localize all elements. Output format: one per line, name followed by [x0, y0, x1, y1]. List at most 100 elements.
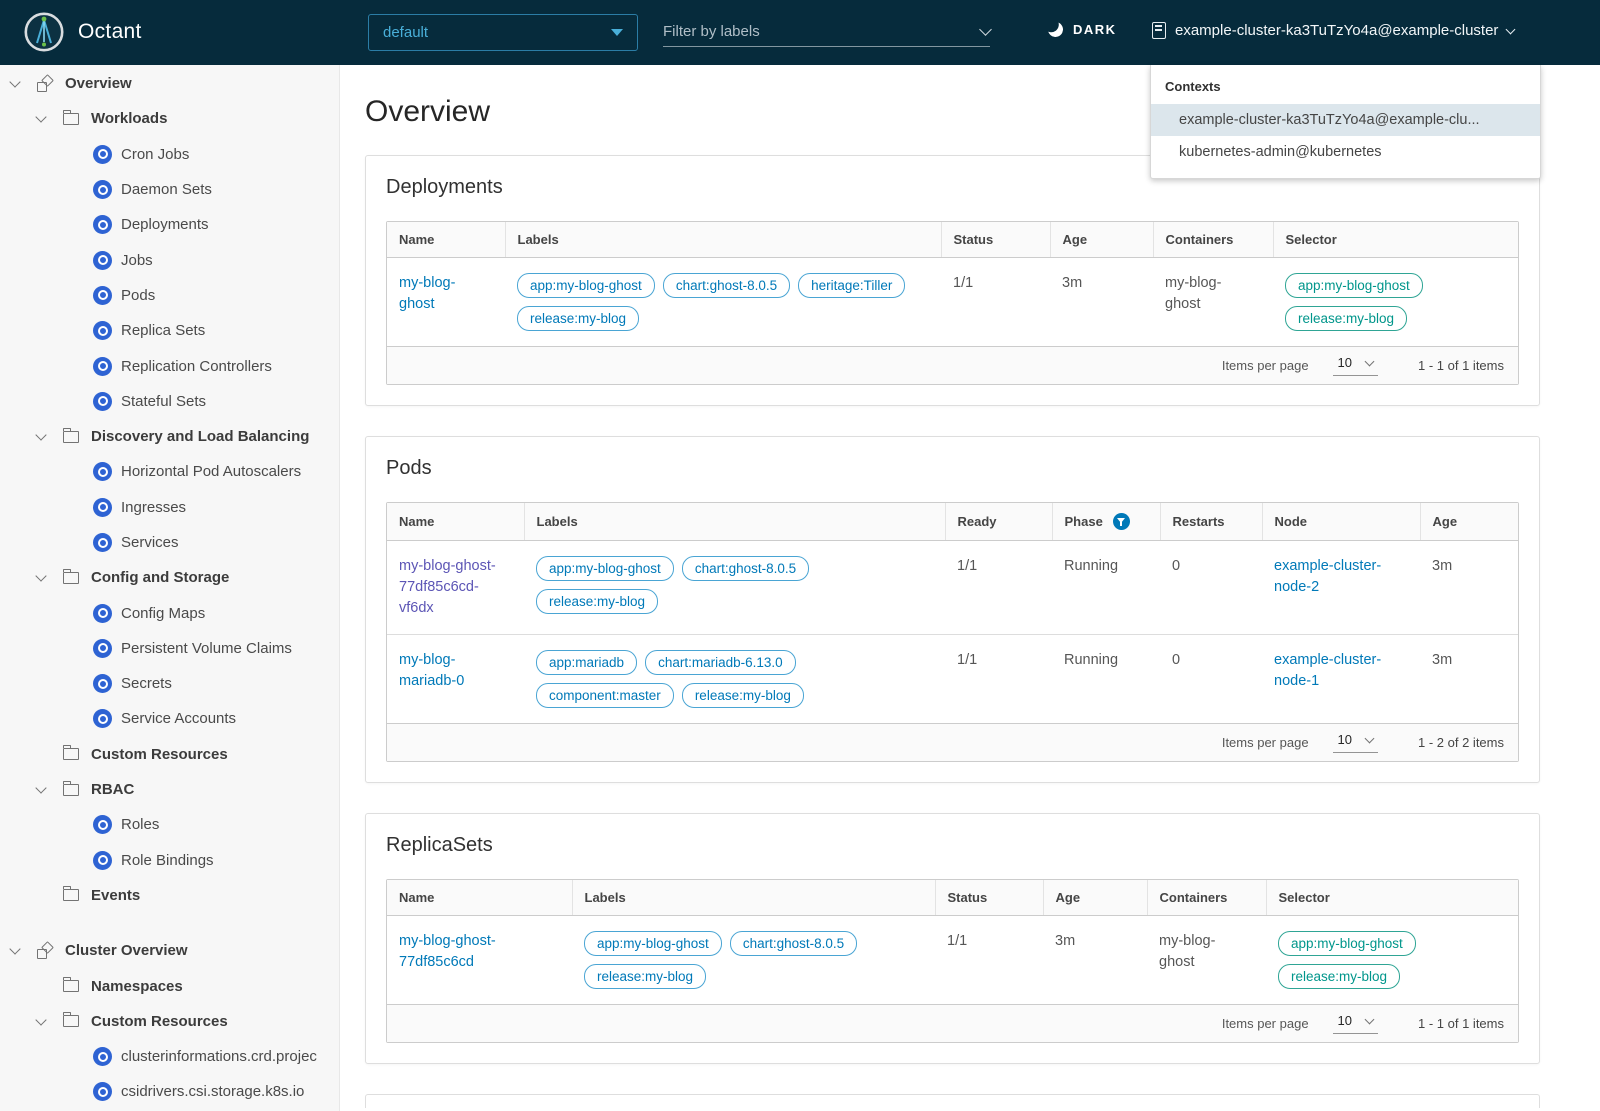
replicasets-card: ReplicaSets Name Labels Status Age Conta… [365, 813, 1540, 1065]
label-badge[interactable]: release:my-blog [536, 589, 659, 614]
label-badge[interactable]: chart:mariadb-6.13.0 [645, 650, 796, 676]
label-badge[interactable]: release:my-blog [584, 964, 707, 990]
chevron-down-icon[interactable] [35, 111, 47, 124]
table-row: my-blog-ghost app:my-blog-ghost chart:gh… [387, 258, 1518, 347]
sidebar-item-config-maps[interactable]: Config Maps [0, 595, 339, 630]
chevron-down-icon [1364, 733, 1375, 744]
label-badge[interactable]: component:master [536, 683, 674, 709]
node-link[interactable]: example-cluster-node-1 [1274, 652, 1382, 690]
cell-phase: Running [1052, 634, 1160, 724]
sidebar-item-ingresses[interactable]: Ingresses [0, 490, 339, 525]
label-badge[interactable]: heritage:Tiller [798, 273, 906, 298]
sidebar-item-events[interactable]: Events [0, 878, 339, 913]
sidebar-item-jobs[interactable]: Jobs [0, 242, 339, 277]
deployment-link[interactable]: my-blog-ghost [399, 275, 456, 313]
sidebar-item-roles[interactable]: Roles [0, 807, 339, 842]
pods-icon [93, 285, 112, 305]
pagination-footer: Items per page 10 1 - 1 of 1 items [387, 346, 1518, 384]
pagination-footer: Items per page 10 1 - 1 of 1 items [387, 1004, 1518, 1043]
context-menu-item-label: example-cluster-ka3TuTzYo4a@example-clu.… [1179, 112, 1480, 128]
sidebar-item-service-accounts[interactable]: Service Accounts [0, 701, 339, 736]
table-header-row: Name Labels Status Age Containers Select… [387, 880, 1518, 917]
label-filter-input[interactable] [663, 22, 943, 40]
cell-containers: my-blog-ghost [1165, 275, 1222, 313]
cell-phase: Running [1064, 558, 1119, 574]
cluster-context-icon [1152, 22, 1166, 39]
sidebar-item-cron-jobs[interactable]: Cron Jobs [0, 137, 339, 172]
sidebar-item-cluster-custom-resources[interactable]: Custom Resources [0, 1004, 339, 1039]
theme-toggle[interactable]: DARK [1048, 22, 1117, 37]
replica-sets-icon [93, 321, 112, 341]
deployments-card-title: Deployments [386, 176, 503, 198]
sidebar-item-clusterinformations[interactable]: clusterinformations.crd.projec [0, 1039, 339, 1074]
label-badge[interactable]: chart:ghost-8.0.5 [729, 931, 858, 957]
sidebar-item-overview[interactable]: Overview [0, 66, 339, 101]
table-row: my-blog-mariadb-0 app:mariadb chart:mari… [387, 634, 1518, 724]
cell-labels: app:mariadb chart:mariadb-6.13.0 compone… [524, 634, 945, 724]
sidebar-item-namespaces[interactable]: Namespaces [0, 968, 339, 1003]
label-badge[interactable]: app:my-blog-ghost [517, 273, 655, 298]
selector-badge[interactable]: release:my-blog [1285, 306, 1408, 331]
cell-labels: app:my-blog-ghost chart:ghost-8.0.5 rele… [572, 916, 935, 1005]
sidebar-item-cluster-overview[interactable]: Cluster Overview [0, 933, 339, 968]
pod-link[interactable]: my-blog-mariadb-0 [399, 652, 465, 690]
sidebar-item-custom-resources[interactable]: Custom Resources [0, 737, 339, 772]
sidebar-item-replication-controllers[interactable]: Replication Controllers [0, 348, 339, 383]
sidebar-item-secrets[interactable]: Secrets [0, 666, 339, 701]
cron-jobs-icon [93, 144, 112, 164]
label-badge[interactable]: release:my-blog [681, 683, 804, 709]
config-maps-icon [93, 603, 112, 623]
selector-badge[interactable]: app:my-blog-ghost [1285, 273, 1423, 298]
label-badge[interactable]: app:mariadb [536, 650, 638, 676]
context-switcher[interactable]: example-cluster-ka3TuTzYo4a@example-clus… [1152, 22, 1516, 39]
context-menu-item-label: kubernetes-admin@kubernetes [1179, 144, 1382, 160]
label-badge[interactable]: chart:ghost-8.0.5 [681, 556, 810, 581]
chevron-down-icon[interactable] [9, 76, 21, 88]
selector-badge[interactable]: release:my-blog [1278, 964, 1401, 990]
label-badge[interactable]: app:my-blog-ghost [536, 556, 674, 581]
selector-badge[interactable]: app:my-blog-ghost [1278, 931, 1416, 957]
namespace-select[interactable]: default [368, 14, 638, 51]
sidebar-item-config-and-storage[interactable]: Config and Storage [0, 560, 339, 595]
context-menu-item[interactable]: example-cluster-ka3TuTzYo4a@example-clu.… [1151, 104, 1540, 136]
chevron-down-icon[interactable] [35, 1014, 47, 1026]
column-header-labels: Labels [504, 222, 941, 258]
sidebar-item-pods[interactable]: Pods [0, 278, 339, 313]
chevron-down-icon[interactable] [35, 782, 47, 794]
node-link[interactable]: example-cluster-node-2 [1274, 558, 1382, 596]
table-header-row: Name Labels Status Age Containers Select… [387, 222, 1518, 258]
theme-toggle-label: DARK [1073, 22, 1117, 37]
pod-link[interactable]: my-blog-ghost-77df85c6cd-vf6dx [399, 558, 496, 617]
label-badge[interactable]: release:my-blog [517, 306, 640, 331]
label-badge[interactable]: app:my-blog-ghost [584, 931, 722, 957]
label-badge[interactable]: chart:ghost-8.0.5 [662, 273, 791, 298]
chevron-down-icon[interactable] [35, 429, 47, 441]
cell-name: my-blog-mariadb-0 [387, 634, 524, 724]
sidebar-item-rbac[interactable]: RBAC [0, 772, 339, 807]
filter-icon[interactable] [1112, 513, 1130, 530]
sidebar-item-csidrivers[interactable]: csidrivers.csi.storage.k8s.io [0, 1074, 339, 1109]
sidebar-item-horizontal-pod-autoscalers[interactable]: Horizontal Pod Autoscalers [0, 454, 339, 489]
context-menu-item[interactable]: kubernetes-admin@kubernetes [1151, 136, 1540, 168]
column-header-labels: Labels [523, 503, 945, 541]
chevron-down-icon[interactable] [35, 570, 47, 582]
chevron-down-icon[interactable] [979, 23, 992, 36]
sidebar-item-workloads[interactable]: Workloads [0, 101, 339, 136]
sidebar-item-discovery-and-load-balancing[interactable]: Discovery and Load Balancing [0, 419, 339, 454]
sidebar-item-daemon-sets[interactable]: Daemon Sets [0, 172, 339, 207]
page-size-select[interactable]: 10 [1332, 732, 1379, 754]
sidebar-item-services[interactable]: Services [0, 525, 339, 560]
sidebar-item-deployments[interactable]: Deployments [0, 207, 339, 242]
sidebar-item-stateful-sets[interactable]: Stateful Sets [0, 384, 339, 419]
sidebar-item-role-bindings[interactable]: Role Bindings [0, 843, 339, 878]
folder-icon [62, 1012, 79, 1028]
page-size-select[interactable]: 10 [1332, 355, 1379, 376]
cell-status: 1/1 [947, 933, 968, 950]
crd-icon [93, 1047, 112, 1067]
replicaset-link[interactable]: my-blog-ghost-77df85c6cd [399, 933, 496, 971]
sidebar-item-persistent-volume-claims[interactable]: Persistent Volume Claims [0, 631, 339, 666]
chevron-down-icon[interactable] [9, 943, 21, 955]
page-size-select[interactable]: 10 [1332, 1013, 1379, 1035]
cell-age: 3m [1055, 933, 1076, 950]
sidebar-item-replica-sets[interactable]: Replica Sets [0, 313, 339, 348]
